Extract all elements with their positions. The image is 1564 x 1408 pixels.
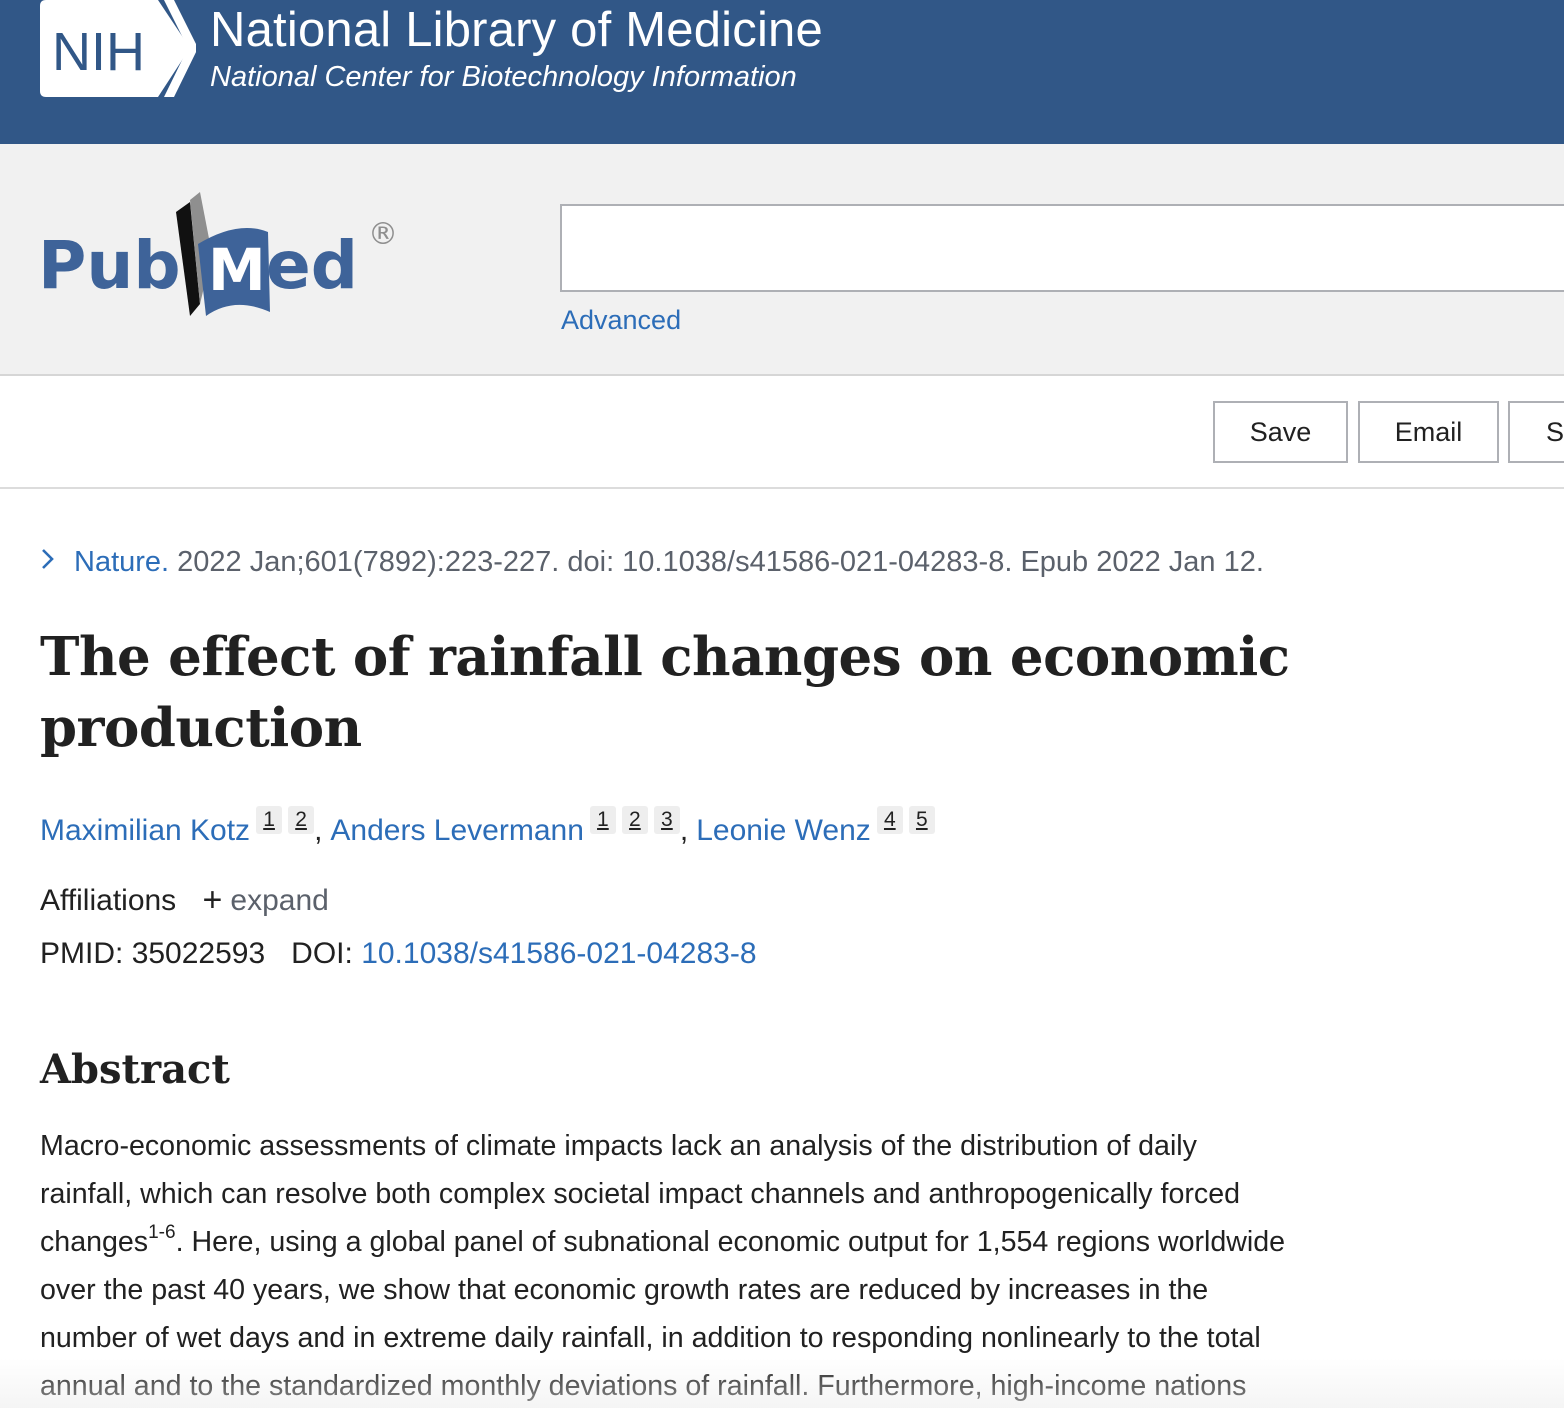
affiliation-ref[interactable]: 3	[653, 806, 680, 834]
chevron-right-icon[interactable]	[40, 542, 74, 582]
authors-list: Maximilian Kotz 1 2, Anders Levermann 1 2 3, Le…	[40, 806, 935, 853]
action-bar: Save Email Send to	[0, 376, 1564, 489]
abstract-line: rainfall, which can resolve both complex…	[40, 1178, 1241, 1210]
svg-text:ed: ed	[266, 227, 358, 304]
abstract-line: over the past 40 years, we show that eco…	[40, 1274, 1209, 1306]
abstract-line: annual and to the standardized monthly d…	[40, 1370, 1247, 1402]
affiliations-label: Affiliations	[40, 884, 177, 917]
author-separator: ,	[314, 814, 323, 847]
pmid-value: 35022593	[131, 937, 266, 970]
affiliation-ref[interactable]: 1	[256, 806, 283, 834]
journal-link[interactable]: Nature.	[74, 546, 170, 578]
nih-subtitle: National Center for Biotechnology Inform…	[210, 61, 797, 93]
plus-icon: +	[202, 881, 223, 919]
author-link[interactable]: Maximilian Kotz	[40, 814, 251, 847]
pmid-label: PMID:	[40, 937, 124, 970]
pubmed-logo-icon: Pub M ed ®	[38, 192, 398, 316]
abstract-line: Macro-economic assessments of climate im…	[40, 1130, 1197, 1162]
abstract-line: changes1-6. Here, using a global panel o…	[40, 1222, 1286, 1258]
article-title: The effect of rainfall changes on econom…	[40, 626, 1290, 759]
author-separator: ,	[679, 814, 689, 847]
affiliation-ref[interactable]: 1	[589, 806, 616, 834]
advanced-search-link[interactable]: Advanced	[561, 305, 682, 335]
affiliations-expand-toggle[interactable]: + expand	[202, 881, 329, 919]
svg-text:NIH: NIH	[52, 22, 145, 82]
citation-superscript[interactable]: 1-6	[148, 1222, 176, 1243]
nih-logo-icon: NIH	[40, 0, 196, 97]
affiliations-row: Affiliations + expand	[40, 880, 329, 921]
abstract-line: number of wet days and in extreme daily …	[40, 1322, 1261, 1354]
abstract-heading: Abstract	[40, 1046, 230, 1093]
affiliation-ref[interactable]: 5	[908, 806, 935, 834]
affiliation-ref[interactable]: 2	[288, 806, 315, 834]
send-to-button[interactable]: Send to	[1508, 401, 1564, 463]
search-band: Pub M ed ® Advanced	[0, 144, 1564, 376]
abstract-text: Macro-economic assessments of climate im…	[40, 1122, 1490, 1408]
citation-details: 2022 Jan;601(7892):223-227. doi: 10.1038…	[169, 546, 1264, 578]
citation: Nature. 2022 Jan;601(7892):223-227. doi:…	[40, 542, 1264, 582]
affiliation-ref[interactable]: 2	[621, 806, 648, 834]
author-link[interactable]: Leonie Wenz	[696, 814, 871, 847]
svg-text:Pub: Pub	[38, 227, 181, 304]
affiliation-ref[interactable]: 4	[876, 806, 903, 834]
identifiers-row: PMID: 35022593 DOI: 10.1038/s41586-021-04…	[40, 934, 757, 974]
author-link[interactable]: Anders Levermann	[330, 814, 584, 847]
nih-banner: NIH National Library of Medicine Nationa…	[0, 0, 1564, 144]
save-button[interactable]: Save	[1213, 401, 1348, 463]
search-input[interactable]	[560, 204, 1564, 292]
expand-label: expand	[230, 884, 329, 917]
doi-link[interactable]: 10.1038/s41586-021-04283-8	[361, 937, 757, 970]
doi-label: DOI:	[291, 937, 353, 970]
nih-title: National Library of Medicine	[210, 3, 823, 57]
svg-text:®: ®	[368, 217, 398, 252]
email-button[interactable]: Email	[1358, 401, 1499, 463]
svg-text:M: M	[208, 236, 266, 304]
